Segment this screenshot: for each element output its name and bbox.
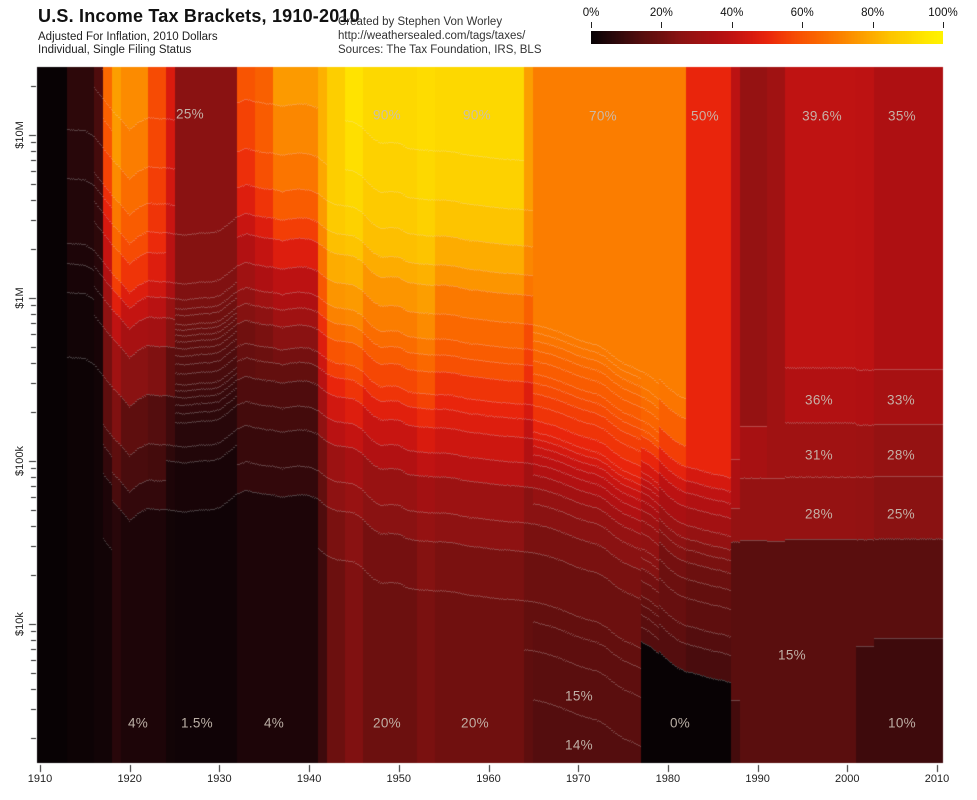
legend-gradient-bar bbox=[591, 31, 943, 44]
x-tick-label: 1950 bbox=[386, 773, 412, 785]
x-tick-label: 2000 bbox=[835, 773, 860, 785]
x-tick-label: 1990 bbox=[745, 773, 770, 785]
rate-annotation: 4% bbox=[263, 715, 285, 731]
rate-annotation: 28% bbox=[805, 506, 833, 522]
x-tick-label: 1920 bbox=[117, 773, 142, 785]
credit-url: http://weathersealed.com/tags/taxes/ bbox=[338, 30, 526, 42]
rate-annotation: 4% bbox=[127, 715, 149, 731]
legend-tick-label: 80% bbox=[861, 7, 885, 19]
rate-annotation: 25% bbox=[176, 106, 204, 122]
legend-tick-mark bbox=[731, 22, 733, 28]
rate-annotation: 39.6% bbox=[802, 108, 842, 124]
legend-tick-label: 20% bbox=[649, 7, 673, 19]
x-tick-label: 1980 bbox=[655, 773, 681, 785]
x-tick-label: 1940 bbox=[296, 773, 322, 785]
subtitle-inflation: Adjusted For Inflation, 2010 Dollars bbox=[38, 31, 218, 43]
credit-sources: Sources: The Tax Foundation, IRS, BLS bbox=[338, 44, 542, 56]
rate-annotation: 35% bbox=[888, 108, 916, 124]
rate-annotation: 0% bbox=[669, 715, 691, 731]
rate-annotation: 50% bbox=[691, 108, 719, 124]
rate-annotation: 15% bbox=[778, 647, 806, 663]
rate-annotation: 90% bbox=[373, 107, 401, 123]
legend-tick-mark bbox=[802, 22, 804, 28]
rate-annotation: 20% bbox=[461, 715, 489, 731]
rate-annotation: 90% bbox=[463, 107, 491, 123]
x-tick-label: 1960 bbox=[476, 773, 501, 785]
rate-annotation: 20% bbox=[373, 715, 401, 731]
credit-author: Created by Stephen Von Worley bbox=[338, 16, 503, 28]
rate-annotation: 33% bbox=[887, 392, 915, 408]
legend-tick-mark bbox=[872, 22, 874, 28]
rate-annotation: 36% bbox=[805, 392, 833, 408]
legend-tick-label: 100% bbox=[928, 7, 958, 19]
rate-annotation: 14% bbox=[565, 737, 593, 753]
legend-tick-mark bbox=[661, 22, 663, 28]
y-tick-label: $100k bbox=[14, 446, 26, 476]
legend-tick-mark bbox=[943, 22, 944, 28]
x-tick-label: 2010 bbox=[924, 773, 950, 785]
rate-annotation: 15% bbox=[565, 688, 593, 704]
rate-annotation: 1.5% bbox=[181, 715, 213, 731]
rate-annotation: 70% bbox=[589, 108, 617, 124]
x-tick-label: 1970 bbox=[565, 773, 591, 785]
legend-tick-mark bbox=[591, 22, 592, 28]
y-tick-label: $1M bbox=[14, 287, 26, 309]
rate-annotation: 28% bbox=[887, 447, 915, 463]
x-tick-label: 1930 bbox=[207, 773, 232, 785]
page-title: U.S. Income Tax Brackets, 1910-2010 bbox=[38, 6, 360, 26]
legend-tick-label: 0% bbox=[582, 7, 600, 19]
subtitle-filing-status: Individual, Single Filing Status bbox=[38, 44, 192, 56]
x-tick-label: 1910 bbox=[27, 773, 53, 785]
rate-annotation: 25% bbox=[887, 506, 915, 522]
rate-annotation: 10% bbox=[888, 715, 916, 731]
y-tick-label: $10k bbox=[14, 612, 26, 636]
legend-tick-label: 60% bbox=[790, 7, 814, 19]
y-tick-label: $10M bbox=[14, 121, 26, 149]
rate-annotation: 31% bbox=[805, 447, 833, 463]
legend-tick-label: 40% bbox=[720, 7, 744, 19]
